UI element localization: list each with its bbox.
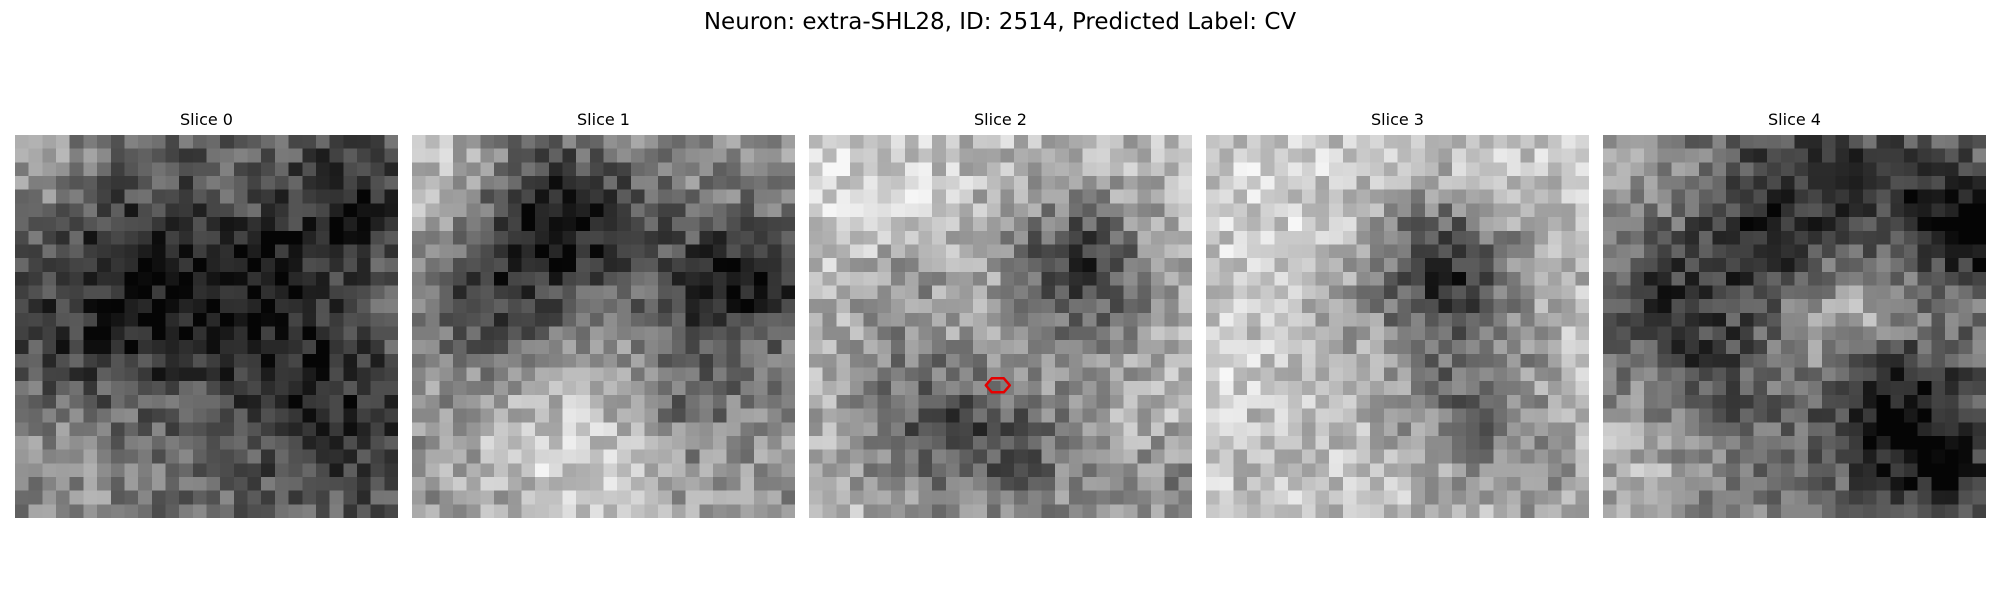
panel-title: Slice 2 — [974, 110, 1027, 129]
slice-image — [15, 135, 398, 518]
grayscale-pixel-grid — [1206, 135, 1589, 518]
figure-title: Neuron: extra-SHL28, ID: 2514, Predicted… — [703, 9, 1297, 35]
panel-slice-3: Slice 3 — [1206, 110, 1589, 518]
panel-title: Slice 4 — [1768, 110, 1821, 129]
panel-slice-0: Slice 0 — [15, 110, 398, 518]
slice-image — [809, 135, 1192, 518]
slice-image — [1206, 135, 1589, 518]
grayscale-pixel-grid — [1603, 135, 1986, 518]
panel-slice-4: Slice 4 — [1603, 110, 1986, 518]
grayscale-pixel-grid — [809, 135, 1192, 518]
panel-title: Slice 0 — [180, 110, 233, 129]
panel-title: Slice 1 — [577, 110, 630, 129]
grayscale-pixel-grid — [412, 135, 795, 518]
panel-slice-2: Slice 2 — [809, 110, 1192, 518]
panel-title: Slice 3 — [1371, 110, 1424, 129]
panel-slice-1: Slice 1 — [412, 110, 795, 518]
slice-image — [412, 135, 795, 518]
grayscale-pixel-grid — [15, 135, 398, 518]
slice-image — [1603, 135, 1986, 518]
